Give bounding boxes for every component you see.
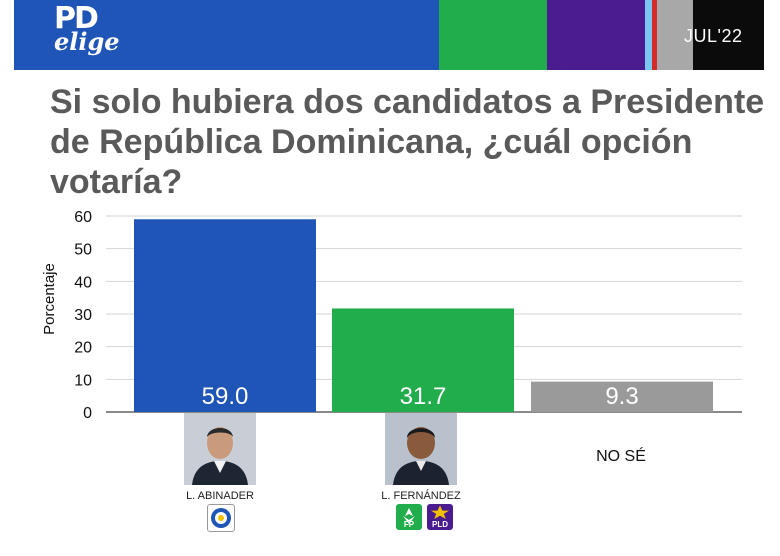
bar-3 bbox=[531, 381, 713, 412]
abinader-photo bbox=[184, 413, 256, 485]
fp-party-label: FP bbox=[403, 520, 415, 529]
logo-elige: elige bbox=[54, 27, 120, 56]
fernandez-photo bbox=[385, 413, 457, 485]
date-label: JUL'22 bbox=[684, 26, 743, 46]
category-label-no-se: NO SÉ bbox=[596, 448, 646, 465]
bar-2 bbox=[332, 308, 514, 412]
chart-title: Si solo hubiera dos candidatos a Preside… bbox=[50, 83, 765, 201]
header-stripe-purple bbox=[547, 0, 645, 70]
logo-pd: PD bbox=[54, 1, 99, 36]
candidate-name-abinader: L. ABINADER bbox=[186, 490, 254, 502]
y-tick-label-20: 20 bbox=[74, 340, 92, 357]
pd-elige-logo: PD elige bbox=[54, 1, 120, 56]
y-tick-label-40: 40 bbox=[74, 274, 92, 291]
header-stripe-green bbox=[439, 0, 547, 70]
y-axis-label: Porcentaje bbox=[41, 263, 58, 335]
bar-value-label-1: 59.0 bbox=[202, 383, 249, 410]
y-tick-label-0: 0 bbox=[83, 405, 92, 422]
y-tick-label-30: 30 bbox=[74, 307, 92, 324]
pld-party-icon: PLD bbox=[427, 504, 453, 530]
fp-party-icon: FP bbox=[396, 504, 422, 530]
y-tick-label-60: 60 bbox=[74, 209, 92, 226]
pld-party-label: PLD bbox=[432, 520, 448, 529]
bar-value-label-3: 9.3 bbox=[605, 383, 638, 410]
y-tick-label-50: 50 bbox=[74, 242, 92, 259]
bar-value-label-2: 31.7 bbox=[400, 383, 447, 410]
header-band: PD elige bbox=[14, 0, 764, 70]
bar-1 bbox=[134, 219, 316, 412]
bar-chart: 0 10 20 30 40 50 60 59.0 31.7 9.3 Porcentaje bbox=[41, 209, 742, 422]
header-stripe-blue bbox=[14, 0, 439, 70]
prm-party-icon bbox=[207, 504, 235, 532]
header-stripe-gray bbox=[657, 0, 693, 70]
candidate-name-fernandez: L. FERNÁNDEZ bbox=[381, 490, 461, 502]
header-stripe-red bbox=[652, 0, 657, 70]
header-stripe-black bbox=[693, 0, 764, 70]
y-tick-label-10: 10 bbox=[74, 372, 92, 389]
header-stripe-lightblue bbox=[645, 0, 652, 70]
